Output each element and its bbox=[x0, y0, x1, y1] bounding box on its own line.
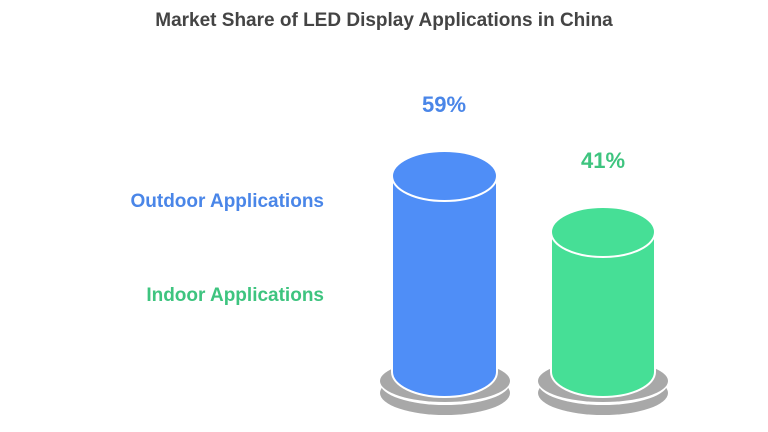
value-outdoor: 59% bbox=[421, 92, 467, 117]
label-indoor: Indoor Applications bbox=[146, 285, 324, 306]
indoor-cylinder bbox=[550, 206, 656, 398]
label-outdoor: Outdoor Applications bbox=[130, 191, 324, 212]
value-indoor: 41% bbox=[580, 148, 626, 173]
outdoor-cylinder bbox=[391, 150, 498, 398]
chart-title: Market Share of LED Display Applications… bbox=[155, 10, 613, 31]
